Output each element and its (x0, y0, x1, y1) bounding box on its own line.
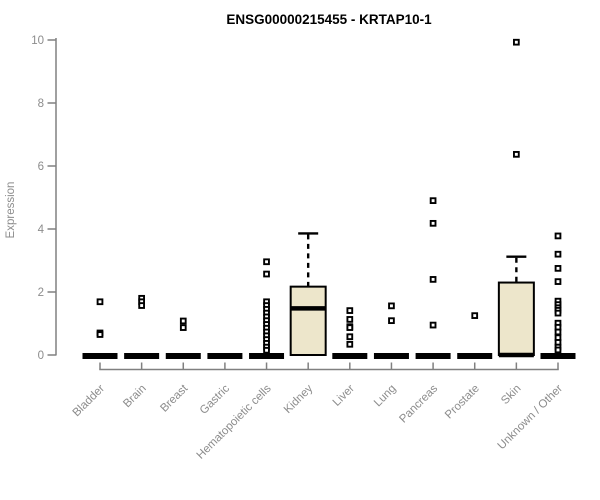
outlier-point (554, 232, 562, 240)
outlier-point (263, 346, 270, 354)
axes: 0 2 4 6 8 10 Bladder Brain Breast GastricHematopo… (31, 35, 565, 462)
outlier-point (346, 333, 354, 341)
y-tick-label: 4 (38, 224, 45, 236)
box-group (289, 232, 327, 356)
x-tick-label: Prostate (443, 383, 482, 422)
box-group (332, 307, 368, 359)
box-group (540, 232, 576, 359)
outlier-point (138, 302, 145, 309)
box-group (497, 38, 535, 358)
outlier-point (554, 265, 562, 272)
zero-bar (540, 353, 576, 359)
box-group (165, 317, 201, 359)
box (497, 281, 535, 356)
chart-title: ENSG00000215455 - KRTAP10-1 (226, 12, 432, 27)
outlier-point (346, 324, 354, 331)
box-group (124, 294, 160, 359)
y-tick-label: 6 (38, 161, 44, 173)
y-tick-label: 0 (38, 350, 44, 362)
outlier-point (179, 324, 187, 331)
box-group (207, 353, 243, 359)
outlier-point (554, 346, 562, 354)
outlier-point (263, 258, 270, 266)
x-tick-label: Pancreas (397, 382, 440, 425)
zero-bar (457, 353, 493, 359)
outlier-point (429, 321, 437, 329)
zero-bar (165, 353, 201, 359)
outlier-point (513, 38, 520, 46)
box-group (249, 258, 285, 359)
outlier-point (388, 317, 395, 325)
outlier-point (96, 331, 104, 338)
outlier-point (513, 150, 520, 158)
outlier-point (346, 340, 354, 348)
outlier-point (388, 302, 395, 310)
zero-bar (373, 353, 409, 359)
outlier-point (554, 278, 562, 285)
box-group (82, 298, 118, 359)
zero-bar (249, 353, 285, 359)
outlier-point (429, 276, 437, 283)
zero-bar (207, 353, 243, 359)
outlier-point (346, 307, 354, 314)
box-group (373, 302, 409, 359)
x-tick-label: Hematopoietic cells (195, 382, 274, 461)
x-tick-label: Skin (499, 383, 523, 407)
outlier-point (429, 197, 437, 205)
y-axis-label: Expression (5, 182, 17, 239)
y-tick-label: 8 (38, 98, 44, 110)
x-tick-label: Gastric (198, 382, 232, 416)
box-group (415, 197, 451, 359)
box-series (82, 38, 576, 359)
x-tick-label: Lung (372, 383, 399, 410)
y-tick-label: 2 (38, 287, 44, 299)
zero-bar (332, 353, 368, 359)
outlier-point (554, 309, 562, 317)
outlier-point (471, 312, 479, 319)
outlier-point (554, 328, 562, 336)
outlier-point (429, 219, 437, 227)
zero-bar (82, 353, 118, 359)
zero-bar (124, 353, 160, 359)
outlier-point (263, 270, 270, 278)
outlier-point (179, 317, 187, 325)
box-group (457, 312, 493, 359)
x-tick-label: Liver (331, 383, 357, 409)
x-tick-label: Brain (121, 383, 148, 410)
outlier-point (346, 316, 354, 323)
outlier-point (554, 250, 562, 258)
x-tick-label: Kidney (282, 382, 316, 416)
box (289, 285, 327, 356)
outlier-point (96, 298, 104, 306)
x-tick-label: Breast (158, 382, 191, 415)
y-tick-label: 10 (31, 35, 44, 47)
x-tick-label: Bladder (71, 383, 108, 420)
zero-bar (415, 353, 451, 359)
